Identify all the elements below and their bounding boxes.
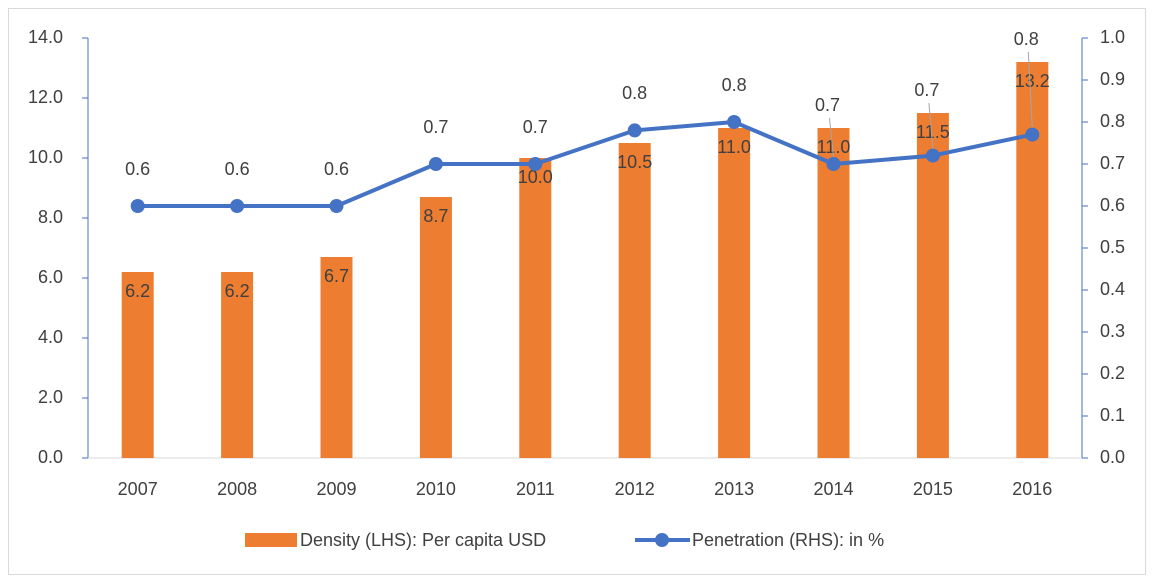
y-tick-label: 8.0 — [38, 207, 63, 227]
line-marker — [925, 148, 940, 163]
x-tick-label: 2012 — [615, 479, 655, 499]
y-tick-label: 4.0 — [38, 327, 63, 347]
y2-tick-label: 0.3 — [1100, 321, 1125, 341]
line-series — [137, 120, 1033, 208]
bar — [221, 272, 254, 458]
x-tick-label: 2011 — [516, 479, 555, 499]
bar-value-label: 11.0 — [817, 137, 851, 157]
leader-line — [829, 117, 834, 158]
y2-tick-label: 1.0 — [1100, 27, 1125, 47]
bar-value-label: 6.7 — [324, 266, 349, 286]
chart-border — [8, 8, 1146, 575]
leader-line — [928, 102, 934, 149]
bar — [817, 128, 850, 458]
y2-tick-label: 0.1 — [1100, 405, 1125, 425]
y-tick-label: 12.0 — [28, 87, 63, 107]
bar — [618, 143, 651, 458]
legend-label: Penetration (RHS): in % — [692, 530, 884, 550]
line-value-label: 0.7 — [423, 117, 448, 137]
y-tick-label: 10.0 — [28, 147, 63, 167]
y2-tick-label: 0.6 — [1100, 195, 1125, 215]
x-tick-label: 2013 — [714, 479, 754, 499]
bar — [718, 128, 751, 458]
line-value-label: 0.6 — [324, 159, 349, 179]
y2-tick-label: 0.8 — [1100, 111, 1125, 131]
line-marker — [329, 199, 344, 213]
line-value-label: 0.6 — [125, 159, 150, 179]
bar — [121, 272, 154, 458]
y-tick-label: 14.0 — [28, 27, 63, 47]
bar-value-label: 11.5 — [916, 122, 950, 142]
y-tick-label: 2.0 — [38, 387, 63, 407]
x-tick-label: 2009 — [316, 479, 356, 499]
y2-tick-label: 0.4 — [1100, 279, 1125, 299]
x-tick-label: 2008 — [217, 479, 257, 499]
line-value-label: 0.6 — [225, 159, 250, 179]
x-tick-label: 2010 — [416, 479, 456, 499]
bar — [519, 158, 552, 458]
y-tick-label: 6.0 — [38, 267, 63, 287]
line-marker — [1025, 127, 1040, 142]
line-value-label: 0.8 — [1014, 29, 1039, 49]
x-tick-label: 2014 — [813, 479, 853, 499]
leader-line — [1027, 51, 1033, 128]
line-marker — [428, 157, 443, 171]
line-marker — [727, 115, 742, 129]
line-value-label: 0.7 — [523, 117, 548, 137]
y2-tick-label: 0.2 — [1100, 363, 1125, 383]
line-marker — [130, 199, 145, 213]
y2-tick-label: 0.0 — [1100, 447, 1125, 467]
bar-value-label: 6.2 — [225, 281, 250, 301]
x-tick-label: 2007 — [118, 479, 158, 499]
line-marker — [627, 123, 642, 138]
bar-value-label: 10.0 — [518, 167, 553, 187]
legend-label: Density (LHS): Per capita USD — [300, 530, 546, 550]
bar — [419, 197, 452, 458]
bar-value-label: 6.2 — [125, 281, 150, 301]
y2-tick-label: 0.7 — [1100, 153, 1125, 173]
y-tick-label: 0.0 — [38, 447, 63, 467]
bar-value-label: 11.0 — [717, 137, 751, 157]
y2-tick-label: 0.9 — [1100, 69, 1125, 89]
legend-swatch — [245, 533, 297, 547]
bar — [916, 113, 949, 458]
line-marker — [528, 157, 543, 171]
bar-value-label: 8.7 — [423, 206, 448, 226]
y2-tick-label: 0.5 — [1100, 237, 1125, 257]
legend-swatch — [655, 533, 669, 547]
x-tick-label: 2016 — [1012, 479, 1052, 499]
bar-value-label: 13.2 — [1015, 71, 1050, 91]
bar-value-label: 10.5 — [617, 152, 652, 172]
line-value-label: 0.8 — [722, 75, 747, 95]
x-tick-label: 2015 — [913, 479, 953, 499]
line-marker — [230, 199, 245, 213]
line-value-label: 0.7 — [815, 95, 840, 115]
bar — [320, 257, 353, 458]
line-marker — [826, 157, 841, 171]
line-value-label: 0.7 — [914, 80, 939, 100]
line-value-label: 0.8 — [622, 83, 647, 103]
